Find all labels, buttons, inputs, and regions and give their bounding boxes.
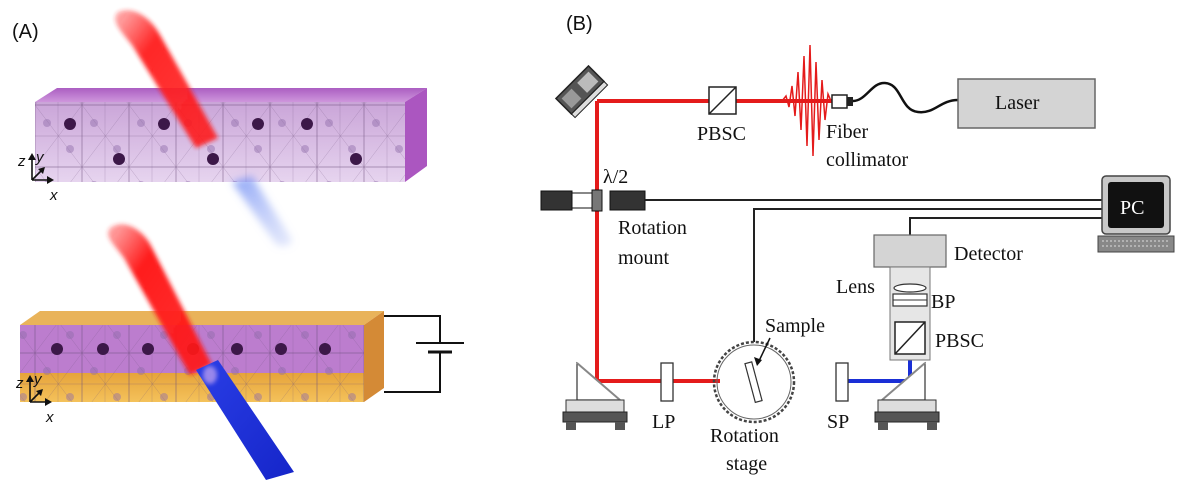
laser-pulse-icon <box>781 44 832 157</box>
ion-dot <box>64 118 76 130</box>
top-mirror <box>554 64 609 119</box>
pbsc-top-label: PBSC <box>697 123 746 145</box>
ion-dot <box>207 153 219 165</box>
ion-dot <box>158 118 170 130</box>
rotation-stage-label-line2: stage <box>726 453 767 475</box>
pc-icon <box>1097 175 1175 253</box>
lens-label: Lens <box>836 276 875 298</box>
control-wires <box>645 199 1104 342</box>
pc-label: PC <box>1120 197 1144 219</box>
sample-slab <box>744 361 763 404</box>
ion-dot <box>275 343 287 355</box>
axis-x-label: x <box>49 187 58 204</box>
sp-filter <box>835 362 849 402</box>
axis-z-label: z <box>17 153 26 170</box>
rotation-mount-label-line2: mount <box>618 247 670 269</box>
ion-dot <box>252 118 264 130</box>
sample-label: Sample <box>765 315 825 337</box>
bottom-left-mirror-stage <box>562 361 628 430</box>
sp-label: SP <box>827 411 849 433</box>
pbsc-top-cube <box>708 86 737 115</box>
top-crystal <box>35 88 427 182</box>
axis-y-label: y <box>33 371 43 388</box>
panel-a: (A) z y x <box>12 10 464 480</box>
fiber-label-line1: Fiber <box>826 121 869 143</box>
top-red-beam <box>115 10 218 148</box>
ion-dot <box>350 153 362 165</box>
detector-box <box>873 234 947 268</box>
panel-b-label: (B) <box>566 13 593 35</box>
laser-box <box>957 78 1096 129</box>
bp-label: BP <box>931 291 955 313</box>
panel-a-label: (A) <box>12 21 39 43</box>
axis-x-label: x <box>45 409 54 426</box>
battery-circuit <box>384 315 464 393</box>
pbsc-right-label: PBSC <box>935 330 984 352</box>
bottom-right-mirror-stage <box>874 361 940 430</box>
top-crystal-lattice <box>35 102 405 182</box>
ion-dot <box>113 153 125 165</box>
ion-dot <box>301 118 313 130</box>
fiber-collimator <box>831 81 959 114</box>
axis-y-label: y <box>35 149 45 166</box>
ion-dot <box>142 343 154 355</box>
half-wave-plate <box>540 189 646 212</box>
rotation-stage <box>712 337 796 424</box>
ion-dot <box>319 343 331 355</box>
panel-b: (B) PBSC <box>540 13 1175 475</box>
pbsc-right-cube <box>894 321 926 355</box>
top-crystal-top-face <box>35 88 427 102</box>
bottom-red-beam <box>107 224 212 375</box>
bottom-axes: z y x <box>15 371 54 426</box>
top-axes: z y x <box>17 149 58 204</box>
ion-dot <box>97 343 109 355</box>
axis-z-label: z <box>15 375 24 392</box>
blue-beam-path <box>840 360 912 383</box>
ion-dot <box>231 343 243 355</box>
top-blue-beam-faint <box>232 176 292 247</box>
beam-focus-spot <box>203 366 217 384</box>
rotation-mount-label-line1: Rotation <box>618 217 687 239</box>
lp-label: LP <box>652 411 675 433</box>
detector-label: Detector <box>954 243 1023 265</box>
laser-label: Laser <box>995 92 1040 114</box>
ion-dot <box>51 343 63 355</box>
lp-filter <box>660 362 674 402</box>
sample-pointer <box>757 337 771 364</box>
top-crystal-side-face <box>405 88 427 182</box>
bottom-crystal-side-face <box>364 311 384 402</box>
lens-element <box>893 283 927 293</box>
bottom-blue-beam <box>196 360 294 480</box>
half-wave-label: λ/2 <box>603 166 628 188</box>
bottom-crystal-top-electrode <box>20 311 384 325</box>
rotation-stage-label-line1: Rotation <box>710 425 779 447</box>
fiber-label-line2: collimator <box>826 149 909 171</box>
